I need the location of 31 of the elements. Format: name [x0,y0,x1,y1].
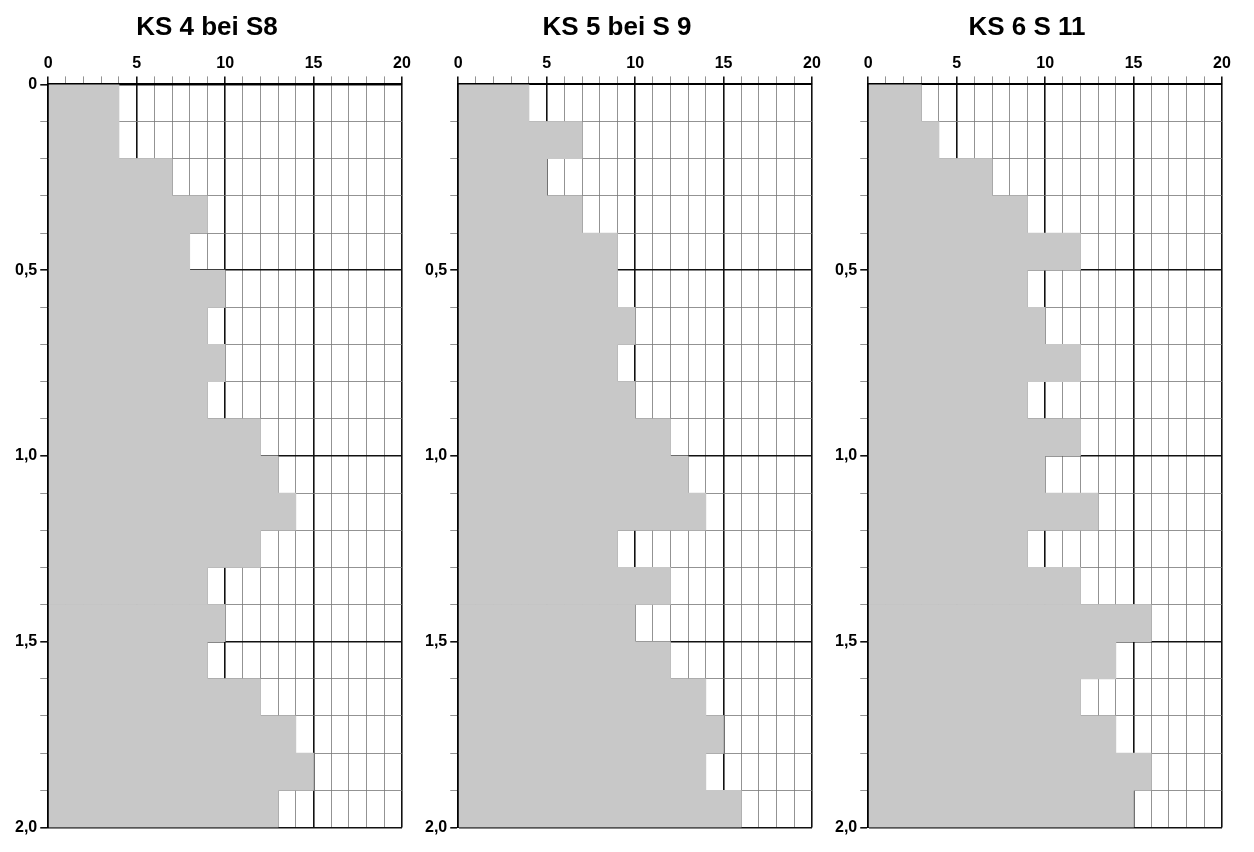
x-tick-label: 15 [714,54,733,72]
chart-title: KS 5 bei S 9 [542,10,692,41]
y-tick-label: 1,5 [424,632,448,650]
y-tick-label: 0,5 [424,260,448,278]
x-tick-label: 10 [626,54,645,72]
x-tick-label: 0 [453,54,463,72]
x-tick-label: 5 [542,54,552,72]
y-tick-label: 0 [28,74,38,92]
x-tick-label: 0 [863,54,873,72]
y-tick-label: 2,0 [424,817,448,835]
x-tick-label: 20 [1213,54,1231,72]
x-tick-label: 5 [952,54,962,72]
y-tick-label: 1,5 [14,632,38,650]
x-tick-label: 20 [803,54,821,72]
x-tick-label: 0 [43,54,53,72]
y-tick-label: 0,5 [14,260,38,278]
chart-title: KS 6 S 11 [968,10,1086,41]
x-tick-label: 15 [1124,54,1143,72]
x-tick-label: 15 [304,54,323,72]
y-tick-label: 1,0 [834,446,858,464]
x-tick-label: 10 [1036,54,1055,72]
y-tick-label: 1,0 [424,446,448,464]
y-tick-label: 1,0 [14,446,38,464]
x-tick-label: 20 [393,54,411,72]
x-tick-label: 5 [132,54,142,72]
y-tick-label: 0,5 [834,260,858,278]
y-tick-label: 1,5 [834,632,858,650]
y-tick-label: 2,0 [834,817,858,835]
x-tick-label: 10 [216,54,235,72]
chart-title: KS 4 bei S8 [136,10,278,41]
y-tick-label: 2,0 [14,817,38,835]
